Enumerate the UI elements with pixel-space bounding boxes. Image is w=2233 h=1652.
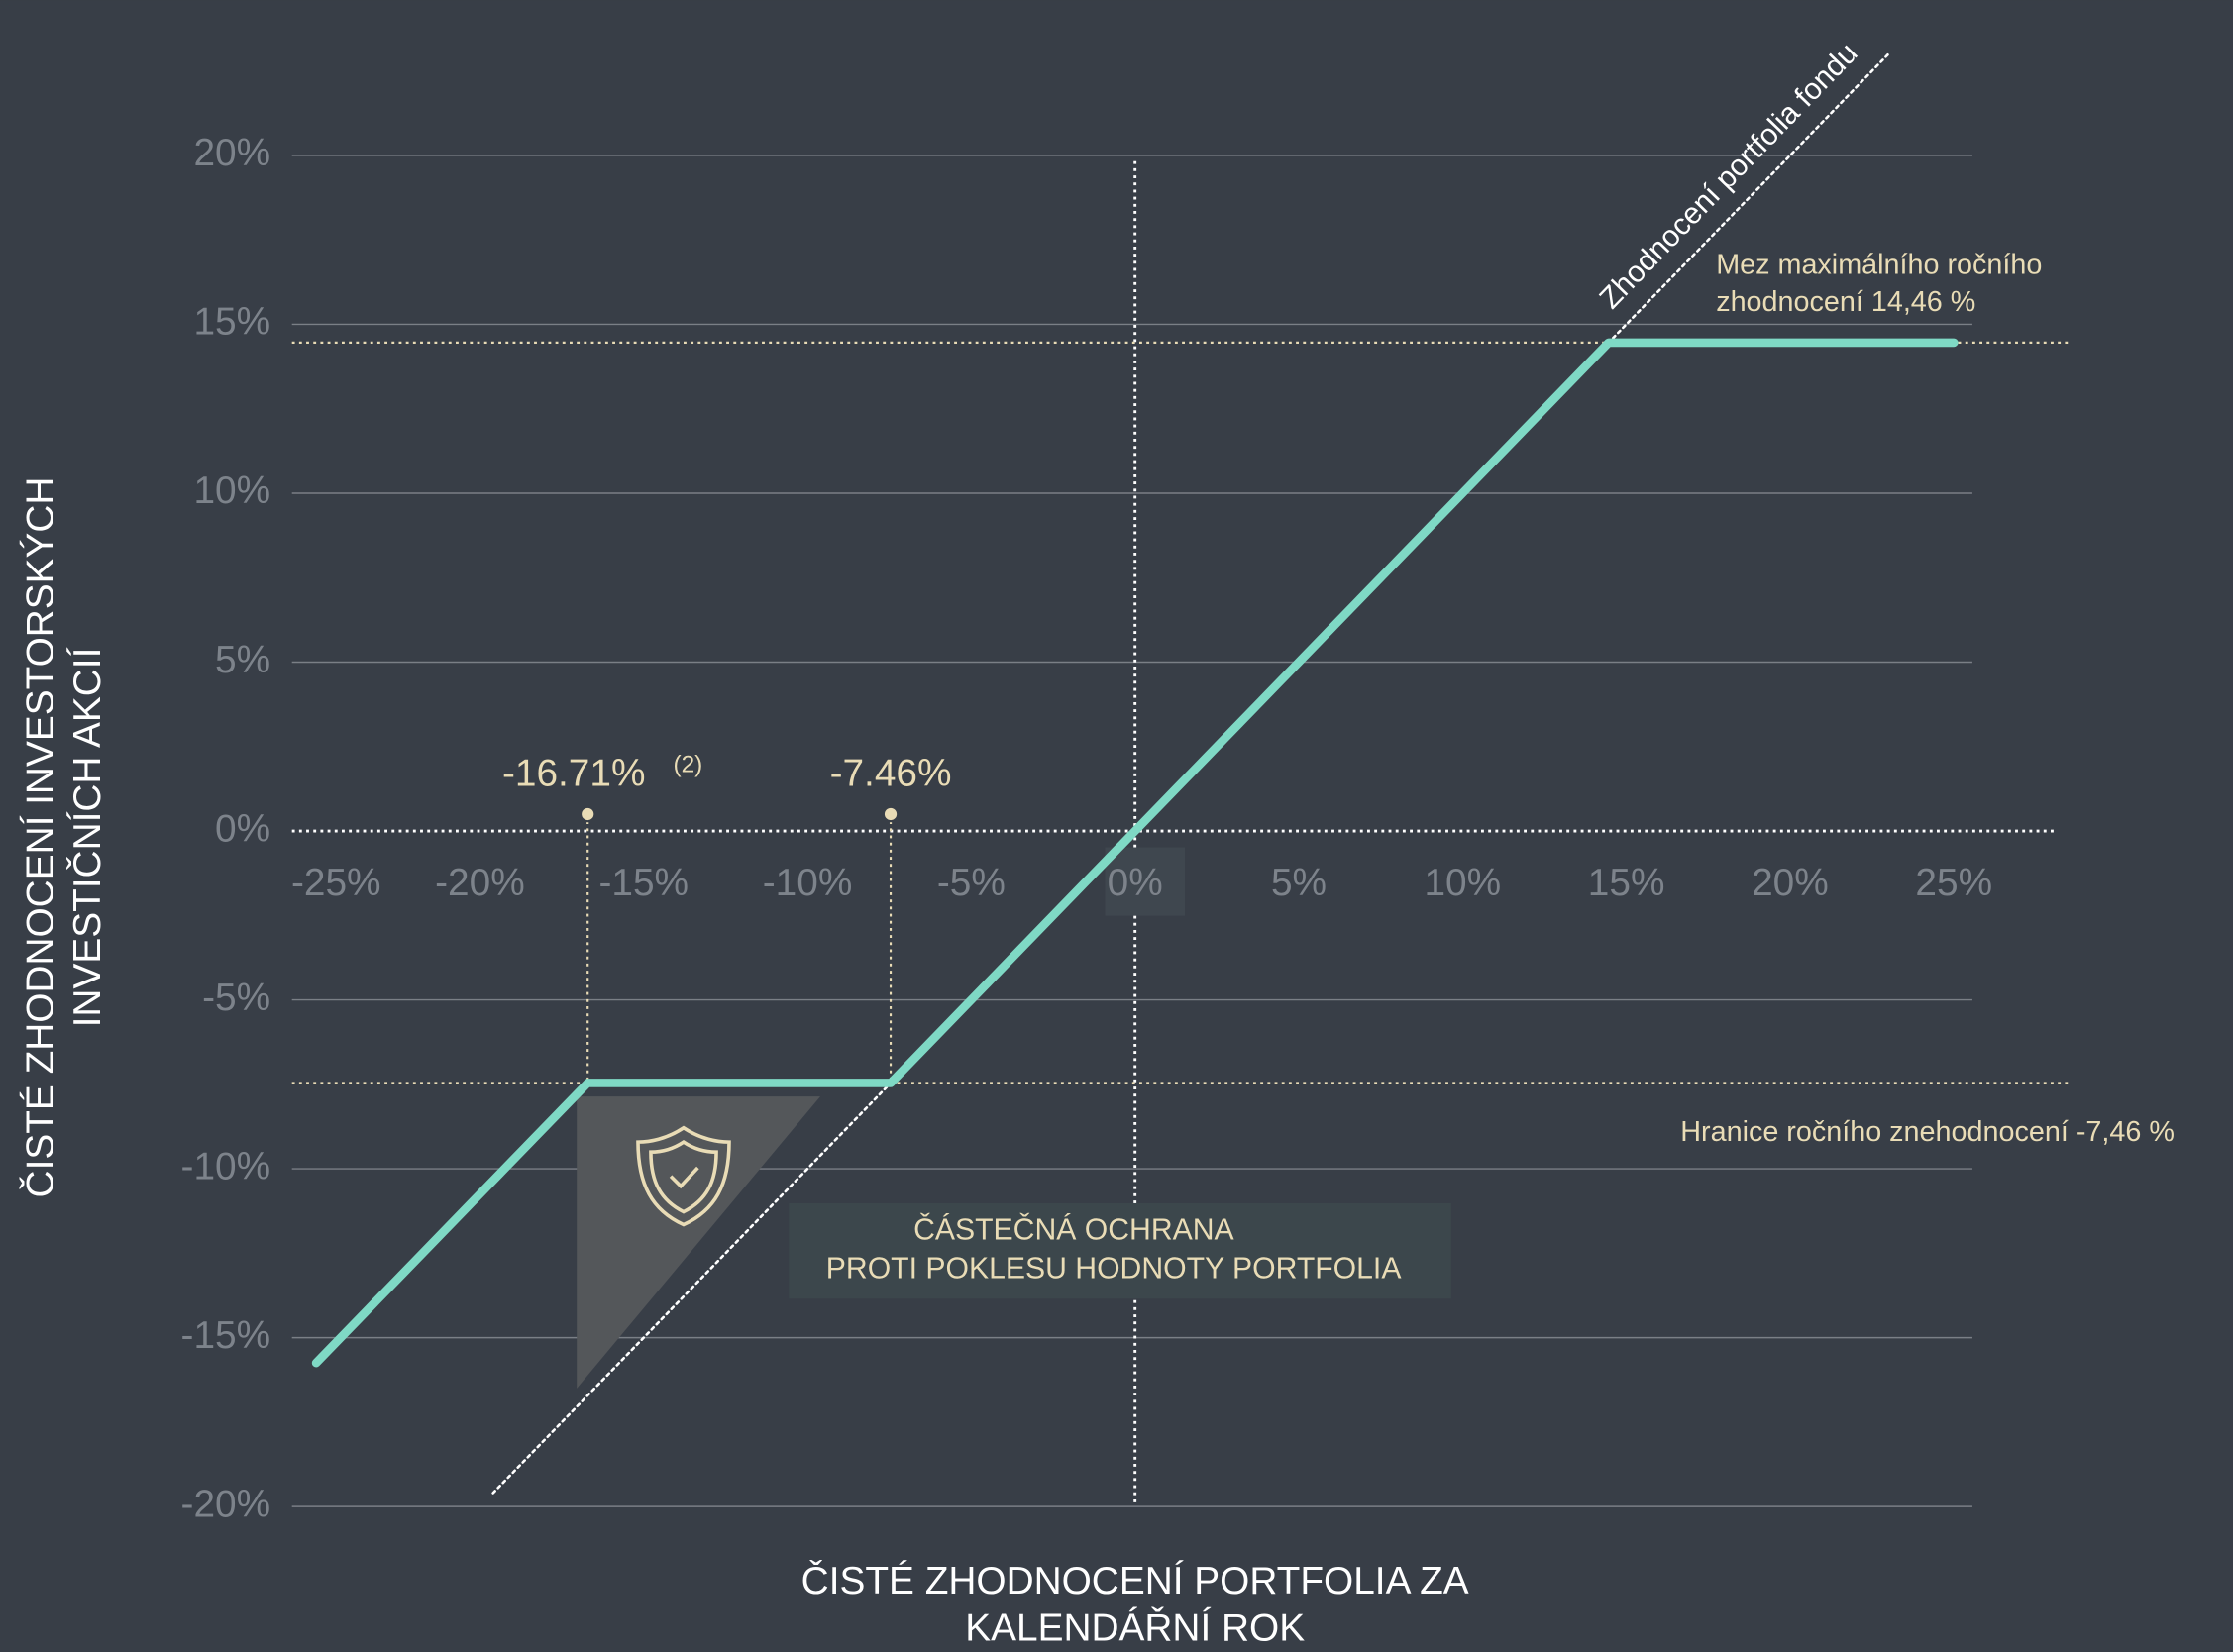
reference-label: Hranice ročního znehodnocení -7,46 % (1680, 1116, 2175, 1148)
x-tick-label: 10% (1424, 862, 1501, 904)
reference-label: zhodnocení 14,46 % (1716, 286, 1975, 318)
payoff-line (311, 338, 1959, 1368)
y-tick-label: 15% (193, 301, 270, 344)
marker-note: (2) (673, 752, 702, 778)
x-tick-label: -5% (937, 862, 1006, 904)
x-tick-label: 25% (1915, 862, 1992, 904)
y-tick-label: 5% (215, 639, 270, 681)
plot: 20% 15% 10% 5% 0% -5% -10% -15% -20% (181, 52, 2073, 1525)
x-axis-title: KALENDÁŘNÍ ROK (965, 1606, 1305, 1649)
x-tick-label: -25% (291, 862, 381, 904)
x-tick-label: 15% (1588, 862, 1665, 904)
callout-text: PROTI POKLESU HODNOTY PORTFOLIA (826, 1252, 1403, 1285)
marker-label: -7.46% (830, 752, 952, 794)
marker-dot (579, 805, 596, 823)
callout-box (789, 1202, 1451, 1299)
shield-icon (636, 1125, 731, 1227)
overlay: -25% -20% -15% -10% -5% 0% 5% 10% 15% 20% 25% -16.7… (291, 338, 1992, 1368)
y-axis-title: INVESTIČNÍCH AKCIÍ (65, 647, 109, 1027)
marker-label: -16.71% (502, 752, 646, 794)
x-axis-title: ČISTÉ ZHODNOCENÍ PORTFOLIA ZA (801, 1559, 1469, 1602)
y-tick-label: -5% (202, 977, 270, 1019)
y-tick-label: 10% (193, 469, 270, 512)
y-tick-label: -20% (181, 1483, 271, 1525)
y-tick-label: 20% (193, 132, 270, 174)
y-axis-title: ČISTÉ ZHODNOCENÍ INVESTORSKÝCH (18, 477, 61, 1198)
x-tick-label: 5% (1271, 862, 1327, 904)
y-tick-label: 0% (215, 807, 270, 850)
callout-text: ČÁSTEČNÁ OCHRANA (913, 1213, 1234, 1247)
zero-highlight (1105, 847, 1185, 916)
x-tick-label: -15% (598, 862, 689, 904)
y-tick-label: -10% (181, 1145, 271, 1187)
x-tick-label: -10% (763, 862, 853, 904)
x-tick-label: 0% (1108, 862, 1163, 904)
y-tick-label: -15% (181, 1314, 271, 1357)
reference-label: Mez maximálního ročního (1716, 250, 2042, 281)
x-tick-label: 20% (1752, 862, 1829, 904)
fund-line (491, 52, 1890, 1495)
marker-dot (882, 805, 900, 823)
protection-area (577, 1096, 820, 1389)
x-tick-label: -20% (435, 862, 525, 904)
